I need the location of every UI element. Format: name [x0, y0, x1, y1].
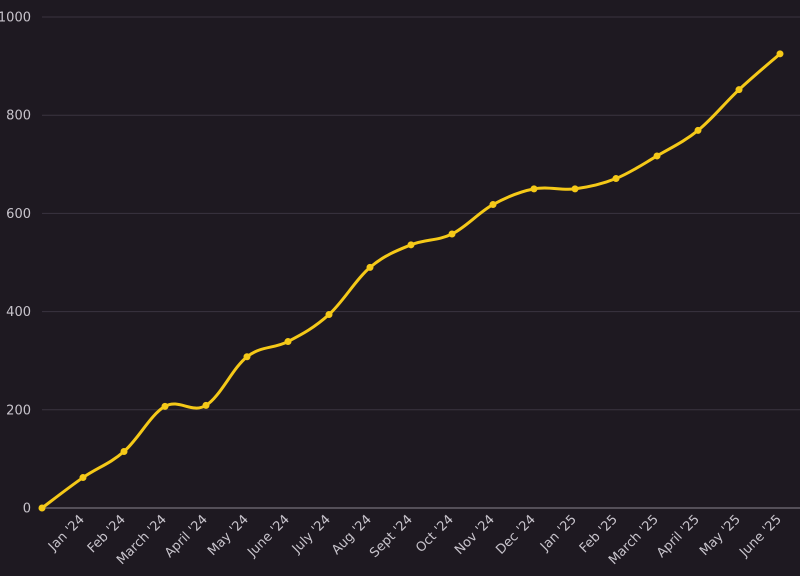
data-point	[161, 402, 169, 410]
x-tick-label: Jan '25	[537, 512, 580, 555]
y-tick-label: 1000	[0, 11, 31, 26]
y-tick-label: 400	[6, 305, 31, 320]
x-tick-label: Dec '24	[493, 512, 539, 558]
x-tick-label: June '25	[736, 512, 784, 560]
x-tick-label: July '24	[289, 512, 334, 557]
y-axis: 0 200 400 600 800 1000	[0, 11, 31, 517]
data-point	[735, 86, 743, 94]
data-point	[325, 311, 333, 319]
series-line	[40, 52, 782, 510]
x-tick-label: Oct '24	[413, 512, 457, 556]
data-point	[284, 338, 292, 346]
y-tick-label: 800	[6, 109, 31, 124]
data-point	[776, 50, 784, 58]
y-tick-label: 600	[6, 207, 31, 222]
data-point	[694, 126, 702, 134]
data-point	[571, 185, 579, 193]
data-point	[407, 241, 415, 249]
data-point	[489, 201, 497, 209]
x-tick-label: June '24	[244, 512, 292, 560]
x-tick-label: May '25	[697, 512, 744, 559]
x-tick-label: May '24	[205, 512, 252, 559]
x-tick-label: Nov '24	[452, 512, 498, 558]
x-tick-label: Jan '24	[45, 512, 88, 555]
data-point	[243, 353, 251, 361]
gridlines	[42, 16, 800, 411]
data-point	[612, 175, 620, 183]
data-point	[202, 401, 210, 409]
data-point	[366, 263, 374, 271]
x-tick-label: Sept '24	[367, 512, 416, 561]
data-points	[38, 50, 784, 512]
data-point	[653, 152, 661, 160]
data-point	[79, 474, 87, 482]
x-tick-label: April '24	[162, 512, 211, 561]
data-point	[120, 448, 128, 456]
y-tick-label: 200	[6, 403, 31, 418]
data-point	[530, 185, 538, 193]
y-tick-label: 0	[23, 502, 31, 517]
data-point	[38, 504, 46, 512]
x-tick-label: April '25	[654, 512, 703, 561]
data-point	[448, 230, 456, 238]
